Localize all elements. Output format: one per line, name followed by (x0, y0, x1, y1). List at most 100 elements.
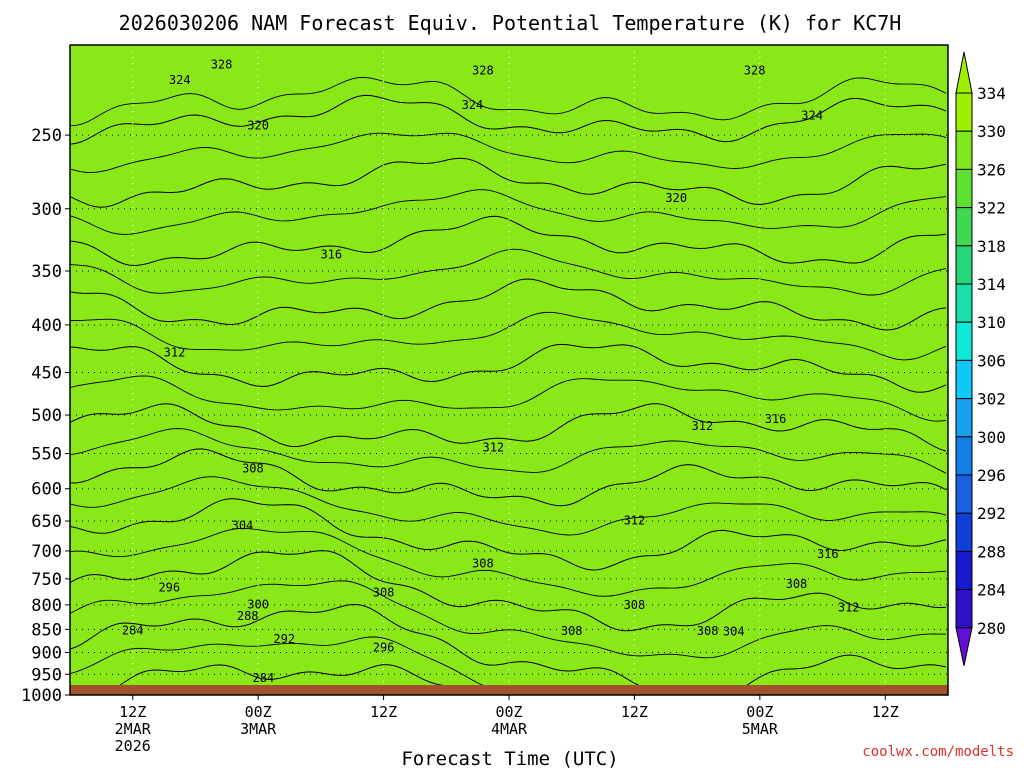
colorbar-label: 280 (977, 619, 1006, 638)
contour-label: 296 (158, 580, 180, 594)
contour-label: 324 (169, 73, 191, 87)
contour-label: 316 (320, 248, 342, 262)
contour-label: 312 (624, 513, 646, 527)
x-tick-label: 12Z (872, 703, 899, 721)
y-tick-label: 650 (31, 512, 62, 532)
colorbar-label: 330 (977, 122, 1006, 141)
y-tick-label: 350 (31, 262, 62, 282)
contour-label: 308 (697, 624, 719, 638)
colorbar-swatch (955, 589, 973, 629)
x-tick-label: 2026 (115, 737, 151, 755)
x-tick-label: 12Z (119, 703, 146, 721)
contour-label: 308 (472, 556, 494, 570)
plot-area: 328 324 328 328 324 324 320 320 316 312 312 316 312 3… (70, 45, 948, 707)
y-tick-label: 450 (31, 364, 62, 384)
colorbar-swatch (955, 550, 973, 591)
contour-label: 296 (373, 640, 395, 654)
contour-label: 312 (692, 419, 714, 433)
x-axis-title: Forecast Time (UTC) (401, 748, 618, 768)
colorbar-swatch (955, 130, 973, 170)
contour-label: 308 (373, 586, 395, 600)
x-tick-label: 3MAR (240, 720, 277, 738)
contour-line (70, 248, 947, 296)
y-tick-label: 550 (31, 445, 62, 465)
contour-line (70, 375, 947, 422)
x-tick-label: 12Z (370, 703, 397, 721)
colorbar-arrow-top (955, 51, 973, 94)
contour-label: 284 (253, 671, 275, 685)
contour-label: 312 (838, 600, 860, 614)
colorbar-swatch (955, 398, 973, 438)
y-tick-label: 1000 (21, 686, 62, 706)
contour-label: 320 (665, 191, 687, 205)
x-tick-label: 2MAR (115, 720, 152, 738)
y-tick-label: 900 (31, 643, 62, 663)
contour-label: 308 (624, 598, 646, 612)
contour-label: 312 (164, 345, 186, 359)
ground-band (70, 685, 948, 695)
y-tick-label: 500 (31, 406, 62, 426)
colorbar-label: 334 (977, 84, 1006, 103)
contour-line (70, 94, 947, 145)
colorbar-swatch (955, 436, 973, 476)
colorbar-swatch (955, 474, 973, 514)
contour-line (70, 157, 947, 208)
grid-lines (70, 45, 948, 695)
colorbar-label: 300 (977, 428, 1006, 447)
contour-line (70, 498, 947, 571)
contour-label: 312 (597, 693, 619, 707)
contour-label: 324 (462, 98, 484, 112)
contour-line (70, 403, 947, 452)
x-tick-label: 00Z (495, 703, 522, 721)
colorbar-swatch (955, 92, 973, 132)
contour-label: 328 (211, 58, 233, 72)
contour-label: 324 (801, 108, 823, 122)
x-tick-label: 4MAR (491, 720, 528, 738)
colorbar-swatch (955, 245, 973, 285)
colorbar-swatch (955, 359, 973, 400)
colorbar: 334 330 326 322 318 314 310 306 302 300 296 292 288 2… (955, 51, 1006, 666)
y-tick-label: 750 (31, 570, 62, 590)
contour-line (70, 76, 947, 127)
y-tick-label: 300 (31, 200, 62, 220)
contour-label: 316 (817, 547, 839, 561)
colorbar-label: 302 (977, 390, 1006, 409)
colorbar-swatch (955, 168, 973, 209)
contour-line (70, 550, 947, 632)
colorbar-swatch (955, 283, 973, 323)
x-tick-label: 00Z (746, 703, 773, 721)
colorbar-label: 292 (977, 504, 1006, 523)
y-tick-label: 400 (31, 316, 62, 336)
colorbar-label: 318 (977, 237, 1006, 256)
contour-label: 328 (744, 63, 766, 77)
contour-line (70, 343, 947, 393)
contour-line (70, 189, 947, 235)
y-tick-label: 950 (31, 665, 62, 685)
contour-line (70, 476, 947, 536)
contour-line (70, 215, 947, 267)
contour-lines (70, 76, 947, 695)
contour-line (70, 527, 947, 597)
colorbar-label: 310 (977, 313, 1006, 332)
contour-label: 304 (232, 518, 254, 532)
colorbar-label: 314 (977, 275, 1006, 294)
chart-title: 2026030206 NAM Forecast Equiv. Potential… (119, 11, 902, 35)
colorbar-label: 296 (977, 466, 1006, 485)
contour-label: 328 (472, 63, 494, 77)
contour-label: 312 (482, 441, 504, 455)
contour-label: 284 (122, 623, 144, 637)
contour-label: 292 (273, 632, 295, 646)
contour-label: 300 (247, 597, 269, 611)
contour-line (70, 278, 947, 331)
y-tick-label: 800 (31, 596, 62, 616)
colorbar-label: 288 (977, 542, 1006, 561)
y-tick-label: 600 (31, 480, 62, 500)
contour-label: 316 (765, 412, 787, 426)
colorbar-label: 326 (977, 160, 1006, 179)
contour-line (70, 311, 947, 361)
contour-line (70, 448, 947, 507)
x-tick-label: 00Z (245, 703, 272, 721)
colorbar-label: 306 (977, 351, 1006, 370)
contour-label: 320 (247, 118, 269, 132)
colorbar-arrow-bottom (955, 627, 973, 666)
